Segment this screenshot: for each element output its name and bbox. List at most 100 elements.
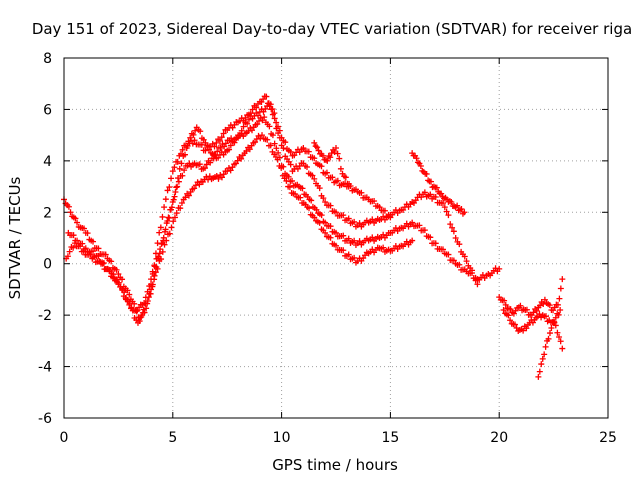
data-point bbox=[162, 196, 169, 203]
data-point bbox=[117, 283, 124, 290]
data-point bbox=[450, 257, 457, 264]
data-point bbox=[186, 160, 193, 167]
data-point bbox=[449, 224, 456, 231]
data-point bbox=[356, 238, 363, 245]
data-point bbox=[80, 247, 87, 254]
data-point bbox=[358, 189, 365, 196]
data-point bbox=[71, 240, 78, 247]
x-tick-label: 0 bbox=[60, 430, 69, 446]
data-point bbox=[198, 141, 205, 148]
data-point bbox=[126, 291, 133, 298]
data-point bbox=[542, 343, 549, 350]
data-point bbox=[220, 130, 227, 137]
data-point bbox=[327, 202, 334, 209]
data-point bbox=[557, 285, 564, 292]
data-points-layer bbox=[61, 93, 566, 380]
data-point bbox=[536, 368, 543, 375]
data-point bbox=[271, 110, 278, 117]
data-point bbox=[202, 147, 209, 154]
data-point bbox=[369, 216, 376, 223]
data-point bbox=[227, 142, 234, 149]
data-point bbox=[177, 205, 184, 212]
x-tick-label: 25 bbox=[599, 430, 617, 446]
data-point bbox=[356, 220, 363, 227]
data-point bbox=[559, 345, 566, 352]
data-point bbox=[100, 260, 107, 267]
data-point bbox=[138, 312, 145, 319]
data-point bbox=[157, 224, 164, 231]
data-point bbox=[322, 229, 329, 236]
y-tick-label: -4 bbox=[38, 360, 52, 376]
data-point bbox=[234, 157, 241, 164]
data-point bbox=[238, 155, 245, 162]
data-point bbox=[185, 192, 192, 199]
data-point bbox=[172, 188, 179, 195]
data-point bbox=[320, 195, 327, 202]
data-point bbox=[259, 117, 266, 124]
data-point bbox=[115, 279, 122, 286]
tick-labels-layer: 0 5 10 15 20 25 -6 -4 -2 0 2 4 6 8 bbox=[38, 51, 617, 446]
data-point bbox=[318, 212, 325, 219]
data-point bbox=[149, 283, 156, 290]
data-point bbox=[369, 234, 376, 241]
data-point bbox=[538, 361, 545, 368]
data-point bbox=[555, 311, 562, 318]
data-point bbox=[158, 240, 165, 247]
data-point bbox=[311, 175, 318, 182]
data-point bbox=[182, 194, 189, 201]
data-point bbox=[541, 296, 548, 303]
data-point bbox=[351, 254, 358, 261]
data-point bbox=[556, 295, 563, 302]
data-point bbox=[218, 134, 225, 141]
data-point bbox=[174, 158, 181, 165]
data-point bbox=[421, 227, 428, 234]
data-point bbox=[159, 213, 166, 220]
data-point bbox=[252, 139, 259, 146]
data-point bbox=[297, 194, 304, 201]
data-point bbox=[175, 175, 182, 182]
data-point bbox=[315, 147, 322, 154]
data-point bbox=[228, 135, 235, 142]
data-point bbox=[197, 128, 204, 135]
data-point bbox=[474, 281, 481, 288]
data-point bbox=[413, 155, 420, 162]
data-point bbox=[161, 204, 168, 211]
data-point bbox=[273, 145, 280, 152]
data-point bbox=[126, 300, 133, 307]
data-point bbox=[271, 140, 278, 147]
data-point bbox=[463, 258, 470, 265]
data-point bbox=[276, 127, 283, 134]
data-point bbox=[140, 306, 147, 313]
data-point bbox=[421, 189, 428, 196]
data-point bbox=[409, 219, 416, 226]
data-point bbox=[174, 183, 181, 190]
data-point bbox=[427, 234, 434, 241]
data-point bbox=[452, 235, 459, 241]
data-point bbox=[169, 168, 176, 175]
data-point bbox=[164, 218, 171, 225]
data-point bbox=[316, 185, 323, 192]
data-point bbox=[226, 146, 233, 153]
data-point bbox=[423, 170, 430, 177]
data-point bbox=[179, 172, 186, 179]
data-point bbox=[559, 276, 566, 283]
data-point bbox=[178, 160, 185, 167]
data-point bbox=[530, 309, 537, 316]
data-point bbox=[376, 204, 383, 211]
data-point bbox=[245, 128, 252, 135]
data-point bbox=[273, 119, 280, 126]
data-point bbox=[523, 325, 530, 332]
data-point bbox=[337, 165, 344, 172]
data-point bbox=[461, 209, 468, 216]
data-point bbox=[313, 206, 320, 213]
data-point bbox=[278, 164, 285, 171]
ticks-layer bbox=[63, 57, 609, 419]
data-point bbox=[520, 327, 527, 334]
data-point bbox=[90, 238, 97, 245]
data-point bbox=[144, 300, 151, 307]
data-point bbox=[445, 251, 452, 258]
data-point bbox=[305, 148, 312, 155]
data-point bbox=[439, 246, 446, 253]
data-point bbox=[110, 271, 117, 278]
data-point bbox=[255, 118, 262, 124]
